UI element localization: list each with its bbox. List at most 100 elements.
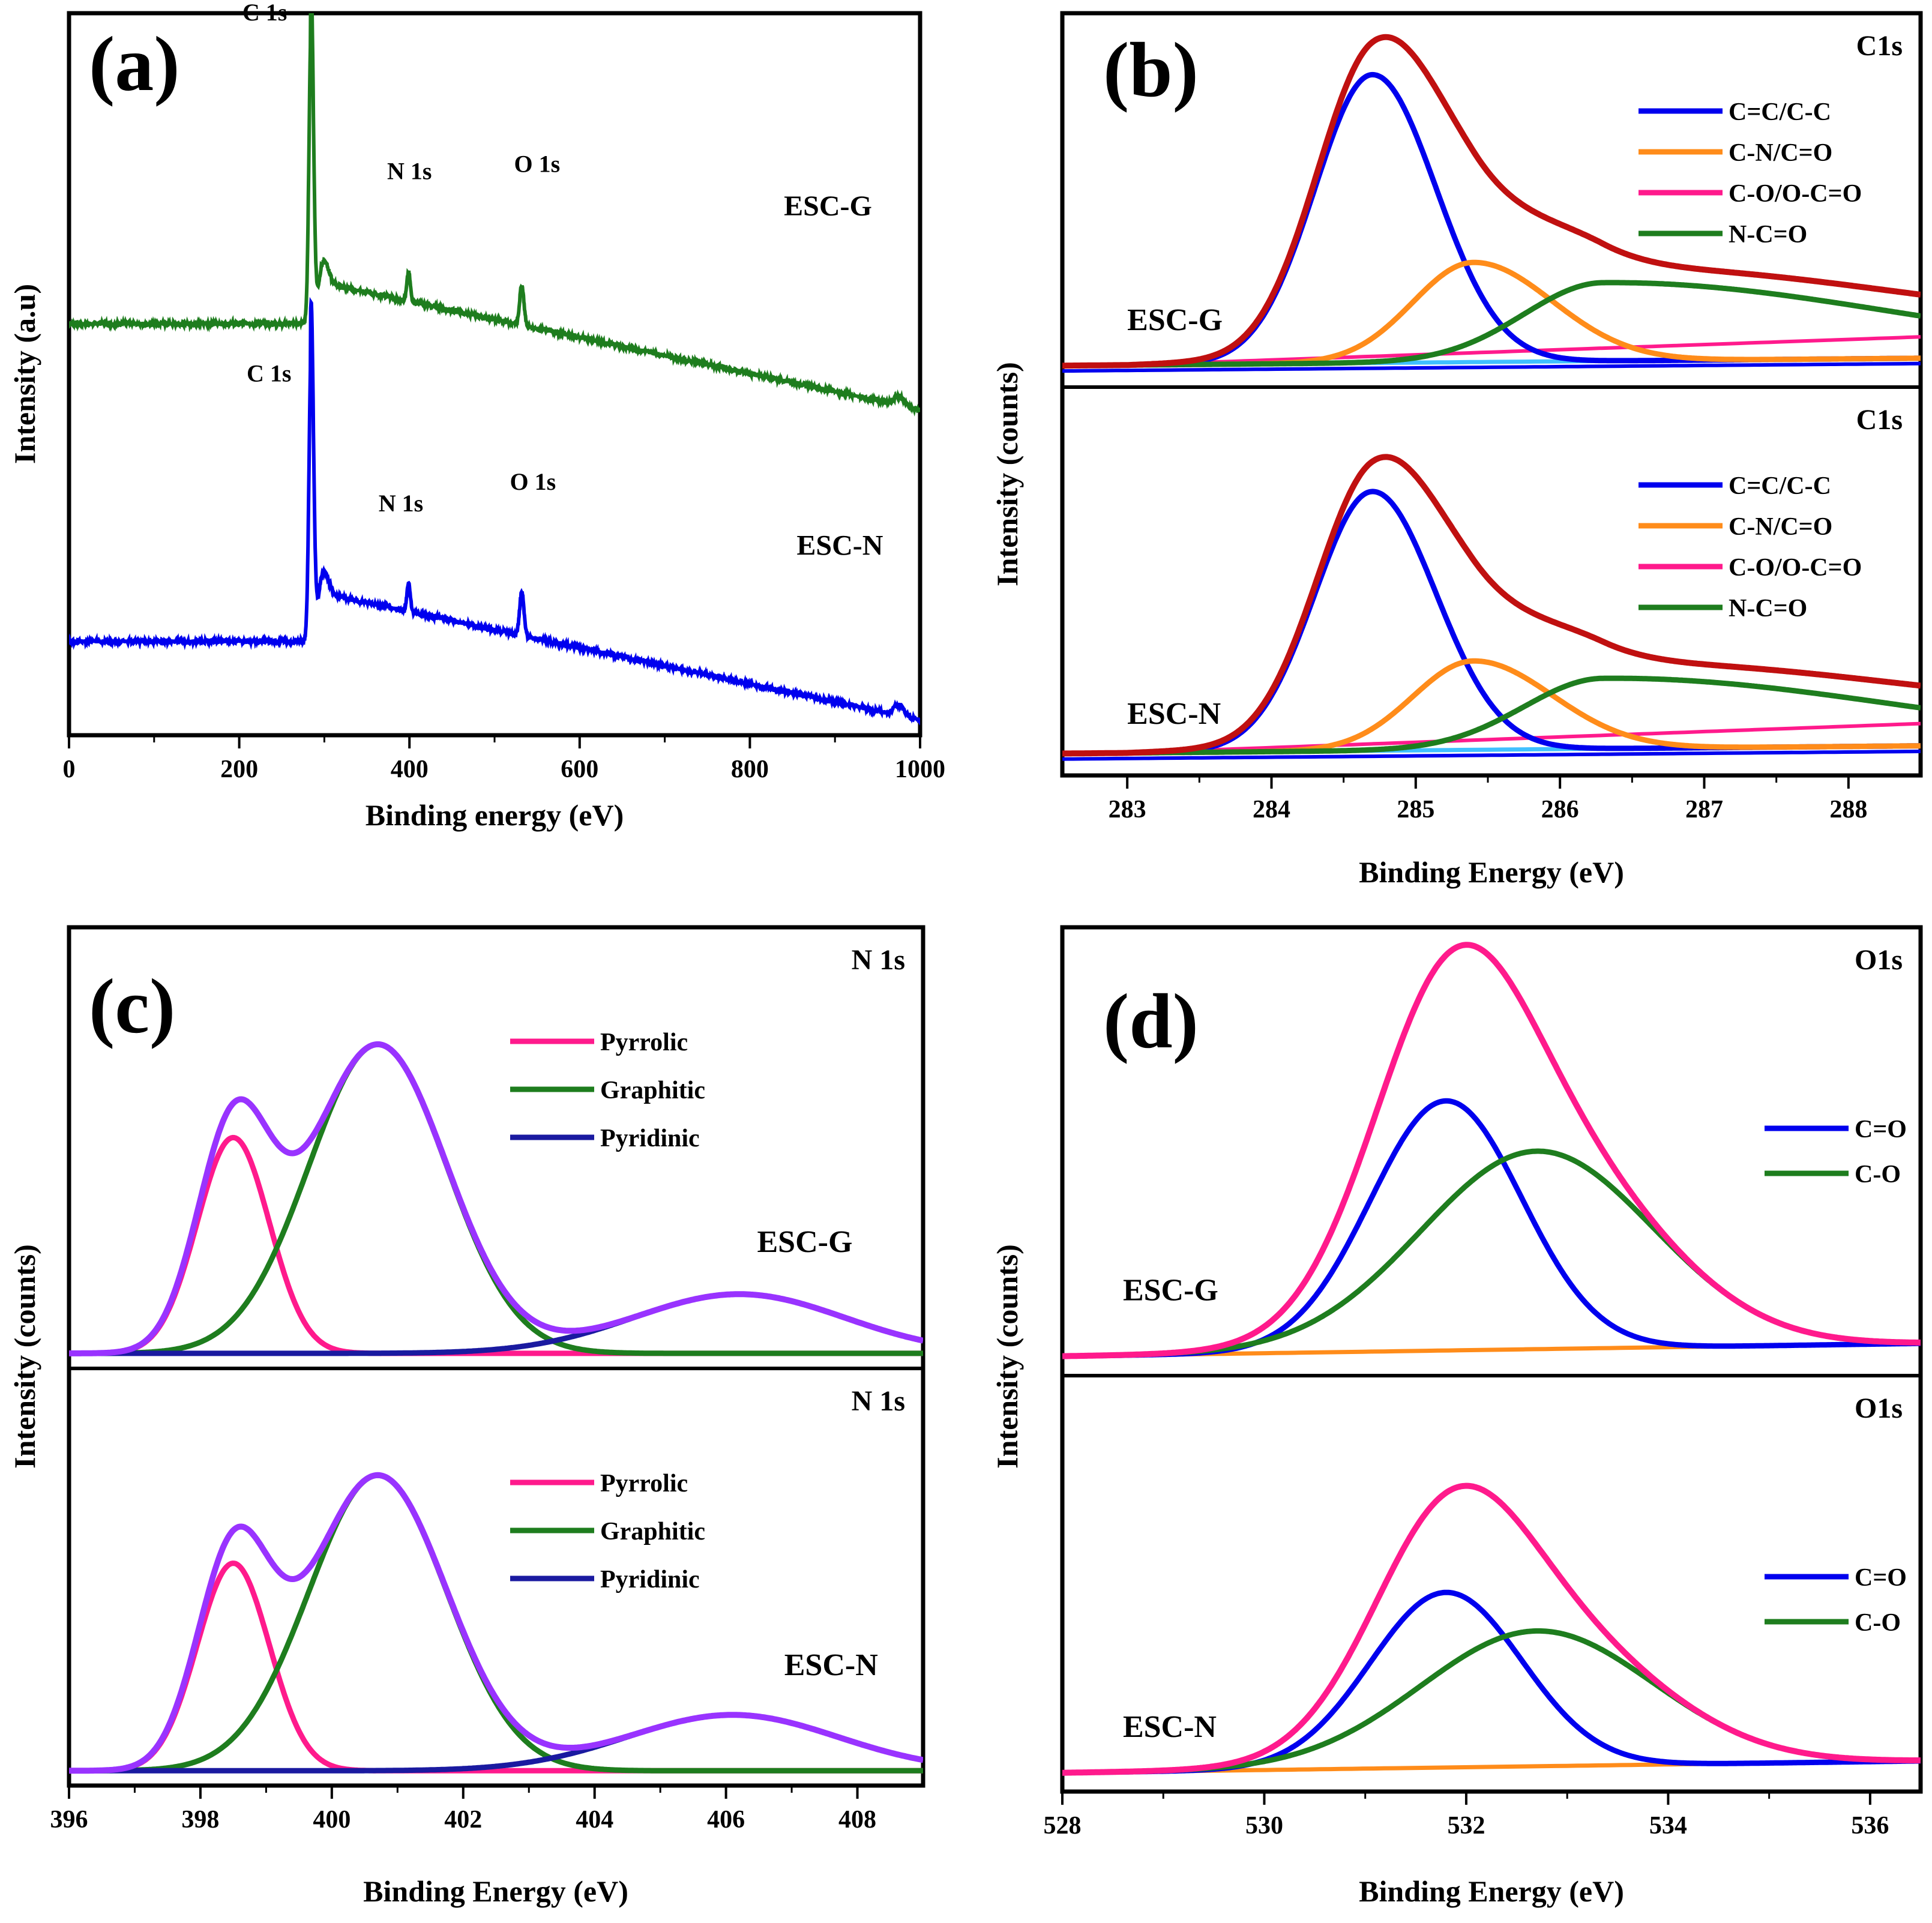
subpanel-ESC-N xyxy=(69,1472,923,1774)
y-axis-label-c: Intensity (counts) xyxy=(8,1244,41,1469)
x-tick-label-b: 288 xyxy=(1829,796,1867,823)
peak-label: N 1s xyxy=(387,158,432,185)
x-tick-label-d: 530 xyxy=(1245,1812,1283,1840)
component-line-N-C=O xyxy=(1062,675,1921,756)
panel-label-d: (d) xyxy=(1103,978,1199,1065)
x-tick-label-a: 800 xyxy=(731,756,769,783)
panel-c: 396 398 400 402 404 406 408 Binding Energy (eV)… xyxy=(8,925,925,1908)
x-tick-label-a: 0 xyxy=(63,756,76,783)
panel-d: 528 530 532 534 536 Binding Energy (eV) Intens… xyxy=(990,925,1923,1908)
x-tick-label-a: 400 xyxy=(391,756,429,783)
series-label-ESC-G: ESC-G xyxy=(784,190,872,222)
y-axis-label-d: Intensity (counts) xyxy=(990,1244,1024,1469)
peak-label: C 1s xyxy=(247,360,291,387)
legend: C=O C-O xyxy=(1765,1564,1907,1637)
x-tick-label-d: 532 xyxy=(1447,1812,1485,1840)
peak-label: C 1s xyxy=(242,0,287,26)
panel-label-a: (a) xyxy=(89,21,180,107)
sample-label-ESC-N: ESC-N xyxy=(1123,1710,1217,1744)
x-tick-label-b: 285 xyxy=(1397,796,1434,823)
x-axis-label-b: Binding Energy (eV) xyxy=(1359,855,1624,889)
subpanel-ESC-G xyxy=(1062,942,1921,1359)
legend-entry: C=C/C-C xyxy=(1729,98,1831,126)
legend: C=O C-O xyxy=(1765,1116,1907,1188)
background-line xyxy=(1062,749,1921,761)
background-line xyxy=(1062,361,1921,373)
subpanel-ESC-G xyxy=(1062,34,1921,373)
envelope-line xyxy=(69,1041,923,1356)
x-tick-label-d: 534 xyxy=(1649,1812,1687,1840)
legend-entry: C-N/C=O xyxy=(1729,513,1832,541)
envelope-line xyxy=(69,1472,923,1774)
axes-frame-d xyxy=(1060,925,1923,1794)
x-tick-label-c: 400 xyxy=(313,1806,351,1834)
subpanel-ESC-G xyxy=(69,1041,923,1356)
x-tick-label-c: 398 xyxy=(181,1806,219,1834)
legend: Pyrrolic Graphitic Pyridinic xyxy=(510,1029,705,1152)
peak-label: O 1s xyxy=(510,468,556,495)
legend-entry: Graphitic xyxy=(600,1077,705,1104)
sample-label-ESC-N: ESC-N xyxy=(1127,697,1221,731)
legend-entry: Graphitic xyxy=(600,1518,705,1545)
component-line-C=O xyxy=(1062,1098,1921,1359)
x-tick-label-c: 408 xyxy=(838,1806,876,1834)
x-tick-label-c: 406 xyxy=(707,1806,745,1834)
x-tick-label-c: 404 xyxy=(576,1806,613,1834)
sample-label-ESC-G: ESC-G xyxy=(757,1225,853,1259)
x-axis-label-c: Binding Energy (eV) xyxy=(363,1874,628,1908)
x-tick-label-a: 200 xyxy=(220,756,258,783)
x-tick-label-d: 528 xyxy=(1044,1812,1082,1840)
subpanel-title: O1s xyxy=(1855,944,1903,976)
x-tick-label-b: 287 xyxy=(1685,796,1723,823)
subpanel-ESC-N xyxy=(1062,1482,1921,1776)
legend-entry: Pyrrolic xyxy=(600,1029,688,1056)
legend: Pyrrolic Graphitic Pyridinic xyxy=(510,1470,705,1593)
x-tick-label-b: 286 xyxy=(1541,796,1579,823)
sample-label-ESC-N: ESC-N xyxy=(784,1648,878,1682)
legend-entry: C-O xyxy=(1855,1609,1901,1637)
peak-label: O 1s xyxy=(514,151,561,178)
axes-frame-a xyxy=(67,11,922,738)
sample-label-ESC-G: ESC-G xyxy=(1123,1273,1218,1307)
legend-entry: Pyridinic xyxy=(600,1125,700,1152)
subpanel-title: C1s xyxy=(1856,30,1903,62)
subpanel-title: C1s xyxy=(1856,404,1903,436)
subpanel-title: N 1s xyxy=(852,1385,905,1417)
survey-line-ESC-N xyxy=(69,296,920,726)
panel-a: 0 200 400 600 800 1000 Binding energy (eV) Inte… xyxy=(8,0,945,832)
envelope-line xyxy=(1062,1482,1921,1776)
series-label-ESC-N: ESC-N xyxy=(796,529,883,561)
sample-label-ESC-G: ESC-G xyxy=(1127,303,1223,337)
legend: C=C/C-C C-N/C=O C-O/O-C=O N-C=O xyxy=(1639,472,1862,622)
legend-entry: C=C/C-C xyxy=(1729,472,1831,500)
x-axis-label-d: Binding Energy (eV) xyxy=(1359,1874,1624,1908)
legend-entry: C-O/O-C=O xyxy=(1729,554,1862,582)
legend-entry: N-C=O xyxy=(1729,595,1807,622)
axes-frame-b xyxy=(1060,11,1923,778)
subpanel-ESC-N xyxy=(1062,454,1921,761)
legend-entry: Pyridinic xyxy=(600,1566,700,1593)
x-tick-label-a: 600 xyxy=(561,756,598,783)
subpanel-title: O1s xyxy=(1855,1392,1903,1424)
legend: C=C/C-C C-N/C=O C-O/O-C=O N-C=O xyxy=(1639,98,1862,248)
envelope-line xyxy=(1062,34,1921,369)
x-tick-label-b: 284 xyxy=(1253,796,1290,823)
x-tick-label-c: 402 xyxy=(444,1806,482,1834)
legend-entry: C-O/O-C=O xyxy=(1729,180,1862,208)
x-tick-label-a: 1000 xyxy=(895,756,945,783)
x-tick-label-b: 283 xyxy=(1109,796,1146,823)
envelope-line xyxy=(1062,454,1921,757)
panel-label-c: (c) xyxy=(89,963,175,1050)
legend-entry: N-C=O xyxy=(1729,221,1807,248)
peak-label: N 1s xyxy=(379,490,423,517)
subpanel-title: N 1s xyxy=(852,944,905,976)
x-tick-label-d: 536 xyxy=(1851,1812,1889,1840)
legend-entry: C=O xyxy=(1855,1116,1907,1143)
legend-entry: C-O xyxy=(1855,1161,1901,1188)
x-tick-label-c: 396 xyxy=(50,1806,88,1834)
x-axis-label-a: Binding energy (eV) xyxy=(366,798,624,832)
component-line-Graphitic xyxy=(69,1041,923,1356)
legend-entry: C=O xyxy=(1855,1564,1907,1592)
panel-label-b: (b) xyxy=(1103,27,1199,113)
survey-line-ESC-G xyxy=(69,13,920,417)
